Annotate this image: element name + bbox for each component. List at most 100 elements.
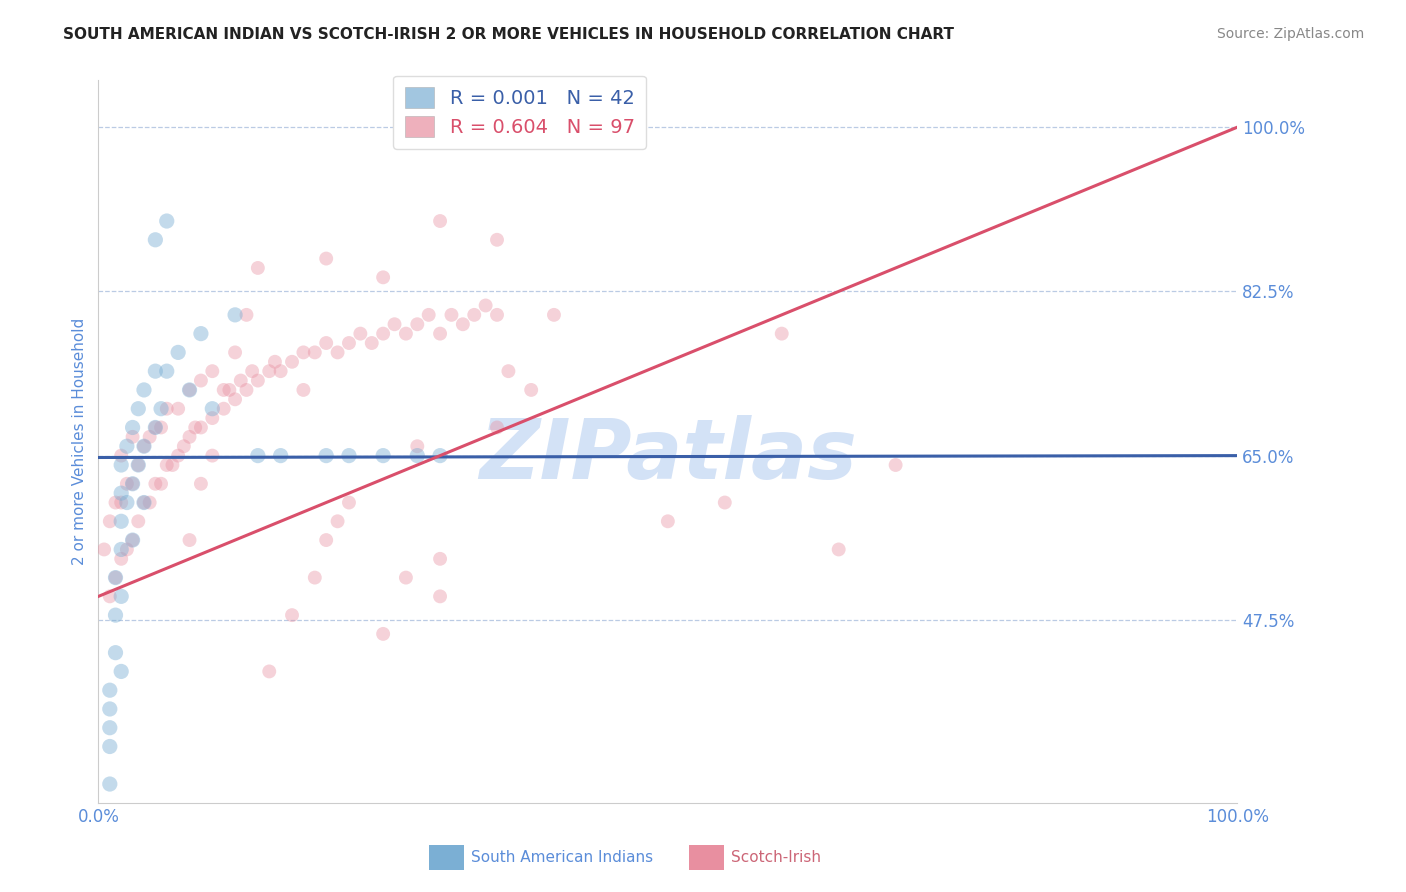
Point <box>395 326 418 341</box>
Point <box>326 345 349 359</box>
Point <box>429 590 451 604</box>
Point <box>132 439 155 453</box>
Point <box>264 355 287 369</box>
Point <box>384 318 406 332</box>
Point <box>281 355 304 369</box>
Point <box>110 458 132 472</box>
Point <box>121 476 143 491</box>
Point <box>190 420 212 434</box>
Point <box>156 401 179 416</box>
Point <box>115 439 138 453</box>
Point <box>167 345 190 359</box>
Point <box>121 420 143 434</box>
Point <box>201 449 224 463</box>
Text: SOUTH AMERICAN INDIAN VS SCOTCH-IRISH 2 OR MORE VEHICLES IN HOUSEHOLD CORRELATIO: SOUTH AMERICAN INDIAN VS SCOTCH-IRISH 2 … <box>63 27 955 42</box>
Point <box>246 449 269 463</box>
Point <box>259 364 281 378</box>
Point <box>104 646 127 660</box>
Point <box>498 364 520 378</box>
Point <box>235 383 257 397</box>
Point <box>110 495 132 509</box>
Point <box>770 326 793 341</box>
Point <box>486 420 509 434</box>
Point <box>349 326 371 341</box>
Text: Scotch-Irish: Scotch-Irish <box>731 850 821 864</box>
Point <box>179 430 201 444</box>
Point <box>884 458 907 472</box>
Point <box>121 430 143 444</box>
Text: Source: ZipAtlas.com: Source: ZipAtlas.com <box>1216 27 1364 41</box>
Point <box>543 308 565 322</box>
Point <box>138 495 160 509</box>
Point <box>486 233 509 247</box>
Y-axis label: 2 or more Vehicles in Household: 2 or more Vehicles in Household <box>72 318 87 566</box>
Point <box>270 364 292 378</box>
Point <box>235 308 257 322</box>
Point <box>179 383 201 397</box>
Point <box>104 608 127 623</box>
Point <box>224 392 246 407</box>
Point <box>201 411 224 425</box>
Point <box>371 627 394 641</box>
Point <box>224 345 246 359</box>
Point <box>429 326 451 341</box>
Point <box>657 514 679 528</box>
Point <box>406 439 429 453</box>
Point <box>132 439 155 453</box>
Point <box>315 336 337 351</box>
Point <box>104 571 127 585</box>
Point <box>429 449 451 463</box>
Point <box>337 495 360 509</box>
Point <box>104 495 127 509</box>
Point <box>132 495 155 509</box>
Point <box>429 551 451 566</box>
Legend: R = 0.001   N = 42, R = 0.604   N = 97: R = 0.001 N = 42, R = 0.604 N = 97 <box>394 76 647 149</box>
Point <box>145 364 167 378</box>
Text: ZIPatlas: ZIPatlas <box>479 416 856 497</box>
Point <box>150 420 173 434</box>
Point <box>145 420 167 434</box>
Point <box>110 542 132 557</box>
Point <box>98 590 121 604</box>
Point <box>115 542 138 557</box>
Point <box>110 514 132 528</box>
Point <box>201 364 224 378</box>
Point <box>371 449 394 463</box>
Point <box>520 383 543 397</box>
Point <box>150 476 173 491</box>
Point <box>315 449 337 463</box>
Point <box>121 533 143 547</box>
Point <box>127 401 149 416</box>
Point <box>828 542 851 557</box>
Point <box>212 383 235 397</box>
Point <box>179 383 201 397</box>
Point <box>162 458 184 472</box>
Point <box>463 308 485 322</box>
Point <box>281 608 304 623</box>
Point <box>173 439 195 453</box>
Point <box>326 514 349 528</box>
Point <box>218 383 240 397</box>
Point <box>127 458 149 472</box>
Point <box>371 270 394 285</box>
Point <box>406 318 429 332</box>
Point <box>315 252 337 266</box>
Point <box>201 401 224 416</box>
Point <box>132 495 155 509</box>
Point <box>145 233 167 247</box>
Point <box>110 665 132 679</box>
Point <box>451 318 474 332</box>
Point <box>138 430 160 444</box>
Point <box>246 374 269 388</box>
Point <box>418 308 440 322</box>
Point <box>110 590 132 604</box>
Point <box>156 364 179 378</box>
Point <box>337 449 360 463</box>
Point <box>110 486 132 500</box>
Point <box>429 214 451 228</box>
Point <box>98 514 121 528</box>
Point <box>486 308 509 322</box>
Point <box>184 420 207 434</box>
Point <box>406 449 429 463</box>
Point <box>115 476 138 491</box>
